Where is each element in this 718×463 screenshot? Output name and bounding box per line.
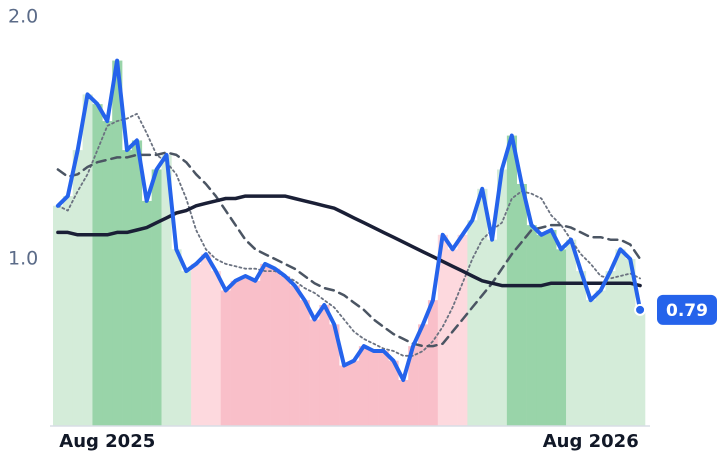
area-bar xyxy=(230,280,241,426)
area-bar xyxy=(329,324,340,426)
area-bar xyxy=(595,290,606,426)
area-bar xyxy=(368,350,379,426)
area-bar xyxy=(585,300,596,426)
x-tick-label: Aug 2025 xyxy=(59,431,155,452)
area-bar xyxy=(457,234,468,426)
area-bar xyxy=(112,60,123,426)
area-bar xyxy=(575,271,587,426)
area-bar xyxy=(566,239,577,426)
series-line xyxy=(55,58,643,382)
area-bar xyxy=(72,150,83,426)
area-bar xyxy=(615,249,626,426)
area-bar xyxy=(339,365,350,426)
area-bar xyxy=(418,324,429,426)
area-bar xyxy=(122,150,133,426)
area-bar xyxy=(516,183,527,426)
area-bar xyxy=(437,234,448,426)
series-line xyxy=(57,112,641,357)
area-bar xyxy=(526,225,537,426)
area-bar xyxy=(279,275,291,426)
x-tick-label: Aug 2026 xyxy=(543,431,639,452)
area-bar xyxy=(309,319,320,426)
area-bar xyxy=(240,275,251,426)
area-bar xyxy=(201,254,212,426)
area-bar xyxy=(506,135,518,426)
area-bar xyxy=(635,309,646,426)
area-bar xyxy=(171,249,182,426)
area-bar xyxy=(82,94,93,426)
area-bar xyxy=(131,140,143,427)
y-tick-label: 2.0 xyxy=(8,6,38,28)
area-bar xyxy=(220,290,231,426)
area-bar xyxy=(349,360,360,426)
area-bar xyxy=(250,280,261,426)
end-marker xyxy=(634,303,647,316)
area-bar xyxy=(358,346,370,426)
area-bar xyxy=(497,169,508,426)
area-bar xyxy=(556,249,567,426)
area-bar xyxy=(289,285,300,426)
area-bar xyxy=(477,188,488,426)
area-bar xyxy=(319,304,330,426)
area-bar xyxy=(181,271,192,426)
area-bar xyxy=(151,169,162,426)
area-bar xyxy=(536,234,547,426)
area-bar xyxy=(141,200,152,426)
area-bar xyxy=(447,249,458,426)
area-bar xyxy=(210,271,222,426)
area-bar xyxy=(260,263,271,426)
area-bar xyxy=(62,196,74,426)
series-line xyxy=(56,194,642,288)
area-bar xyxy=(427,300,439,426)
area-bar xyxy=(270,268,281,426)
area-bar xyxy=(408,346,419,426)
area-bar xyxy=(299,300,310,426)
y-tick-label: 1.0 xyxy=(8,248,38,270)
area-bar xyxy=(191,263,202,426)
end-label: 0.79 xyxy=(666,301,708,321)
area-bar xyxy=(92,104,103,426)
area-bar xyxy=(378,350,389,426)
area-bar xyxy=(388,360,399,426)
area-bar xyxy=(625,259,636,426)
area-bar xyxy=(605,271,616,426)
area-bar xyxy=(398,380,409,426)
area-bar xyxy=(487,239,498,426)
end-label-box xyxy=(657,294,717,325)
area-bar xyxy=(161,154,172,426)
area-bar xyxy=(102,121,113,426)
series-line xyxy=(56,151,642,348)
area-bar xyxy=(546,229,557,426)
area-bar xyxy=(53,205,64,426)
area-bar xyxy=(467,220,478,426)
